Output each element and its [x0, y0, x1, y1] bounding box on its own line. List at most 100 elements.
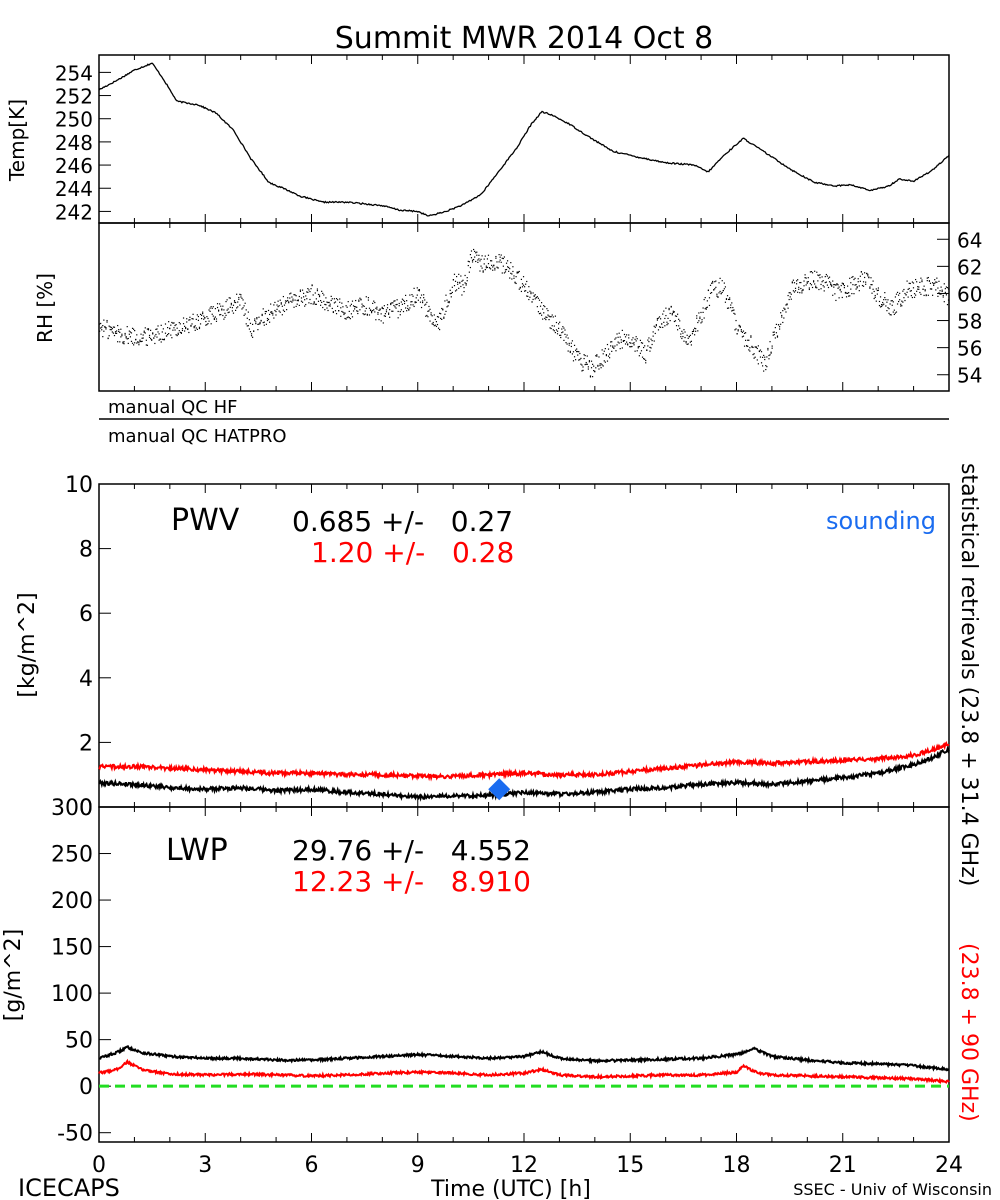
rh-point: [716, 295, 718, 297]
rh-point: [594, 370, 596, 372]
rh-point: [261, 314, 263, 317]
rh-point: [161, 331, 163, 333]
rh-point: [212, 306, 214, 308]
rh-point: [512, 266, 514, 268]
rh-point: [695, 330, 697, 332]
y-tick-label: 58: [957, 310, 982, 334]
rh-point: [447, 305, 449, 307]
rh-point: [214, 316, 217, 318]
rh-point: [348, 310, 350, 313]
rh-point: [565, 342, 567, 344]
rh-point: [144, 332, 146, 334]
rh-point: [155, 328, 157, 331]
rh-point: [550, 316, 552, 318]
rh-point: [192, 318, 194, 320]
rh-point: [509, 277, 511, 279]
rh-point: [585, 361, 587, 364]
rh-point: [162, 328, 164, 330]
rh-point: [444, 300, 446, 302]
rh-point: [626, 341, 628, 343]
rh-point: [811, 272, 814, 274]
rh-point: [482, 271, 484, 273]
rh-point: [294, 294, 296, 296]
rh-point: [793, 291, 796, 293]
rh-point: [406, 310, 408, 312]
rh-point: [463, 290, 465, 293]
rh-point: [419, 301, 422, 303]
rh-point: [474, 250, 476, 252]
rh-point: [907, 288, 909, 291]
rh-point: [756, 359, 758, 361]
rh-point: [803, 285, 805, 287]
rh-point: [186, 318, 188, 320]
rh-point: [105, 328, 107, 330]
rh-point: [125, 337, 127, 339]
rh-point: [946, 287, 949, 289]
rh-point: [750, 335, 752, 337]
rh-point: [467, 264, 469, 267]
rh-point: [331, 307, 333, 310]
rh-point: [649, 350, 651, 352]
rh-point: [431, 323, 433, 325]
rh-point: [753, 353, 755, 355]
rh-point: [672, 310, 674, 312]
rh-point: [590, 367, 593, 369]
rh-point: [899, 292, 901, 294]
rh-point: [605, 354, 608, 357]
rh-point: [471, 261, 474, 263]
rh-point: [839, 288, 841, 291]
rh-point: [435, 320, 438, 323]
rh-point: [309, 298, 311, 301]
rh-point: [315, 303, 317, 305]
rh-point: [429, 308, 431, 310]
rh-point: [825, 273, 827, 276]
rh-point: [111, 328, 113, 330]
rh-point: [715, 286, 717, 288]
rh-point: [133, 328, 135, 330]
footer-ssec: SSEC - Univ of Wisconsin: [793, 1180, 992, 1199]
rh-point: [173, 327, 175, 329]
rh-point: [702, 307, 704, 309]
rh-point: [453, 273, 456, 275]
rh-point: [450, 296, 452, 298]
rh-point: [356, 310, 358, 312]
rh-point: [874, 296, 876, 298]
rh-point: [912, 282, 915, 284]
rh-point: [227, 308, 229, 310]
rh-point: [295, 295, 297, 297]
rh-point: [298, 304, 300, 307]
rh-point: [652, 331, 654, 333]
rh-point: [310, 288, 312, 290]
rh-point: [398, 305, 400, 307]
rh-point: [623, 333, 626, 336]
rh-point: [940, 293, 942, 295]
rh-point: [215, 320, 218, 322]
y-tick-label: 100: [51, 982, 93, 1007]
rh-point: [221, 308, 223, 310]
rh-point: [178, 321, 180, 324]
rh-point: [178, 330, 180, 332]
rh-point: [624, 336, 627, 338]
rh-point: [927, 294, 929, 296]
rh-point: [435, 325, 438, 328]
rh-point: [706, 300, 708, 302]
rh-point: [211, 313, 213, 315]
rh-point: [634, 350, 636, 352]
rh-point: [721, 280, 723, 282]
rh-point: [481, 267, 483, 269]
rh-point: [680, 333, 682, 335]
rh-point: [558, 327, 560, 329]
rh-point: [835, 299, 837, 302]
rh-point: [849, 295, 851, 297]
rh-point: [617, 341, 619, 343]
rh-point: [225, 300, 227, 303]
rh-point: [548, 315, 550, 317]
rh-point: [454, 290, 457, 292]
rh-point: [316, 288, 319, 290]
rh-point: [913, 293, 916, 295]
rh-point: [939, 293, 941, 295]
rh-point: [190, 325, 192, 327]
rh-point: [725, 298, 728, 301]
rh-point: [632, 342, 634, 344]
rh-point: [128, 333, 130, 335]
